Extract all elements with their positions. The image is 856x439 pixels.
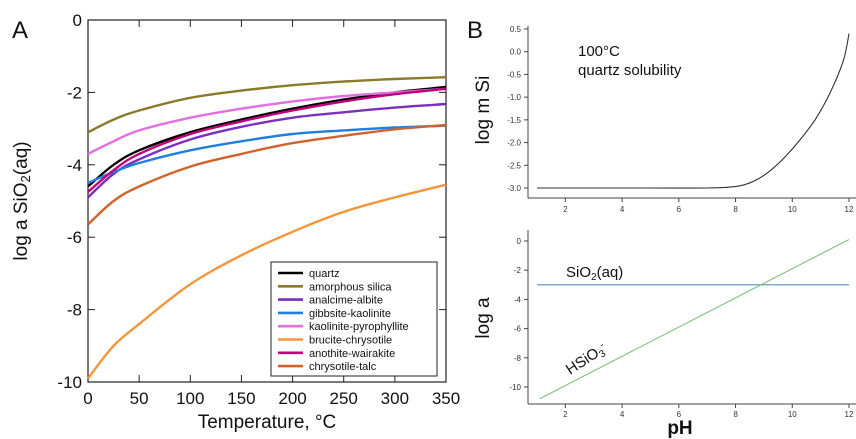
annotation-quartz-solubility: quartz solubility <box>578 62 682 79</box>
bt-y-tick-label: -0.5 <box>507 70 521 79</box>
chart-b-bottom-x-axis-label: pH <box>667 418 692 439</box>
bb-y-tick-label: -10 <box>509 383 521 392</box>
a-x-tick-label: 250 <box>330 389 358 408</box>
chart-a-x-axis-label: Temperature, °C <box>198 412 337 433</box>
legend-label: amorphous silica <box>309 281 392 293</box>
bt-y-tick-label: -3.0 <box>507 184 521 193</box>
bb-x-tick-label: 6 <box>677 410 682 419</box>
legend-box <box>270 261 438 377</box>
series-label-hsio3: HSiO3- <box>563 339 611 379</box>
legend-label: quartz <box>309 268 340 280</box>
a-x-tick-label: 200 <box>278 389 306 408</box>
series-line-kaolinite-pyrophyllite <box>87 87 447 155</box>
a-x-tick-label: 150 <box>227 389 255 408</box>
series-line-gibbsite-kaolinite <box>87 124 447 185</box>
bt-y-tick-label: -2.5 <box>507 161 521 170</box>
bb-x-tick-label: 8 <box>733 410 738 419</box>
bb-y-tick-label: -2 <box>514 266 522 275</box>
legend-label: anothite-wairakite <box>309 348 395 360</box>
a-x-tick-label: 0 <box>83 389 92 408</box>
chart-b-top-y-axis-label: log m Si <box>473 76 494 145</box>
legend-label: chrysotile-talc <box>309 361 377 373</box>
bt-x-tick-label: 6 <box>677 205 682 214</box>
series-line-brucite-chrysotile <box>87 183 447 380</box>
bt-y-tick-label: 0.5 <box>510 25 522 34</box>
bb-y-tick-label: -4 <box>514 295 522 304</box>
series-label-sio2: SiO2(aq) <box>566 264 623 283</box>
bb-x-tick-label: 10 <box>788 410 797 419</box>
a-x-tick-label: 100 <box>176 389 204 408</box>
series-line-chrysotile-talc <box>87 123 447 226</box>
a-y-tick-label: -8 <box>67 301 82 320</box>
bt-y-tick-label: 0.0 <box>510 48 522 57</box>
bt-y-tick-label: -2.0 <box>507 139 521 148</box>
a-y-tick-label: -2 <box>67 83 82 102</box>
panel-label-b: B <box>467 17 483 44</box>
bb-y-tick-label: 0 <box>517 237 522 246</box>
panel-label-a: A <box>12 17 28 44</box>
legend-label: analcime-albite <box>309 295 383 307</box>
bt-x-tick-label: 8 <box>733 205 738 214</box>
bt-y-tick-label: -1.0 <box>507 93 521 102</box>
legend-label: gibbsite-kaolinite <box>309 308 391 320</box>
a-y-tick-label: -6 <box>67 228 82 247</box>
chart-a: 0 -2 -4 -6 -8 -10 0 50 100 150 200 250 300 350 Tempe… <box>11 11 460 433</box>
chart-a-frame <box>87 19 447 383</box>
chart-b-bottom: 0-2-4-6-8-10 2 4 6 8 10 12 log a pH SiO2(aq) … <box>473 230 856 439</box>
a-x-tick-label: 300 <box>381 389 409 408</box>
bb-y-tick-label: -8 <box>514 354 522 363</box>
series-line-amorphous-silica <box>87 76 447 134</box>
legend-label: brucite-chrysotile <box>309 335 392 347</box>
series-line-hsio3 <box>539 239 850 400</box>
bt-x-tick-label: 2 <box>563 205 568 214</box>
annotation-temperature: 100°C <box>578 43 620 60</box>
bt-x-tick-label: 4 <box>620 205 625 214</box>
bt-y-tick-label: -1.5 <box>507 116 521 125</box>
a-y-tick-label: -4 <box>67 156 82 175</box>
bb-x-tick-label: 2 <box>563 410 568 419</box>
series-line-analcime-albite <box>87 102 447 199</box>
a-x-tick-label: 350 <box>432 389 460 408</box>
chart-b-top: 0.50.0-0.5-1.0-1.5-2.0-2.5-3.0 2 4 6 8 10 12 … <box>473 25 856 214</box>
a-y-tick-label: 0 <box>73 11 82 30</box>
bb-y-tick-label: -6 <box>514 325 522 334</box>
bt-x-tick-label: 10 <box>788 205 797 214</box>
legend-label: kaolinite-pyrophyllite <box>309 321 409 333</box>
chart-b-bottom-y-axis-label: log a <box>473 297 494 339</box>
bt-x-tick-label: 12 <box>845 205 854 214</box>
series-line-anothite-wairakite <box>87 87 447 193</box>
a-x-tick-label: 50 <box>130 389 149 408</box>
bb-x-tick-label: 12 <box>845 410 854 419</box>
series-line-quartz-solubility <box>537 33 850 189</box>
a-y-tick-label: -10 <box>57 373 82 392</box>
chart-a-y-axis-label: log a SiO2(aq) <box>11 141 33 260</box>
bb-x-tick-label: 4 <box>620 410 625 419</box>
